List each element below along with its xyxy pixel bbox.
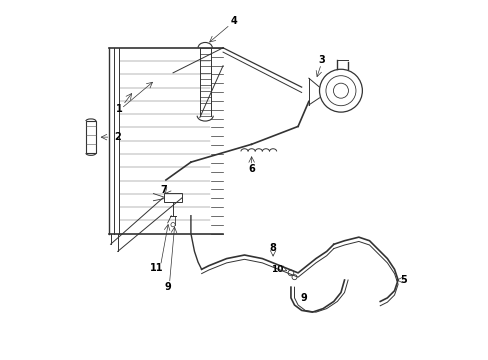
- Bar: [86, 121, 96, 153]
- Text: 10: 10: [271, 265, 283, 274]
- Text: 4: 4: [230, 16, 237, 26]
- Circle shape: [291, 275, 296, 280]
- Bar: [164, 193, 182, 202]
- Text: 3: 3: [317, 55, 324, 65]
- Text: 7: 7: [161, 185, 167, 195]
- Text: 6: 6: [248, 164, 255, 174]
- Text: 1: 1: [116, 104, 122, 113]
- Text: 11: 11: [150, 262, 163, 273]
- Circle shape: [319, 69, 362, 112]
- Circle shape: [325, 76, 355, 106]
- Circle shape: [287, 270, 293, 276]
- Text: 9: 9: [164, 282, 171, 292]
- Text: 2: 2: [114, 132, 121, 142]
- Circle shape: [333, 83, 348, 98]
- Text: 9: 9: [300, 293, 306, 303]
- Text: 5: 5: [399, 275, 406, 285]
- Text: 8: 8: [269, 243, 276, 253]
